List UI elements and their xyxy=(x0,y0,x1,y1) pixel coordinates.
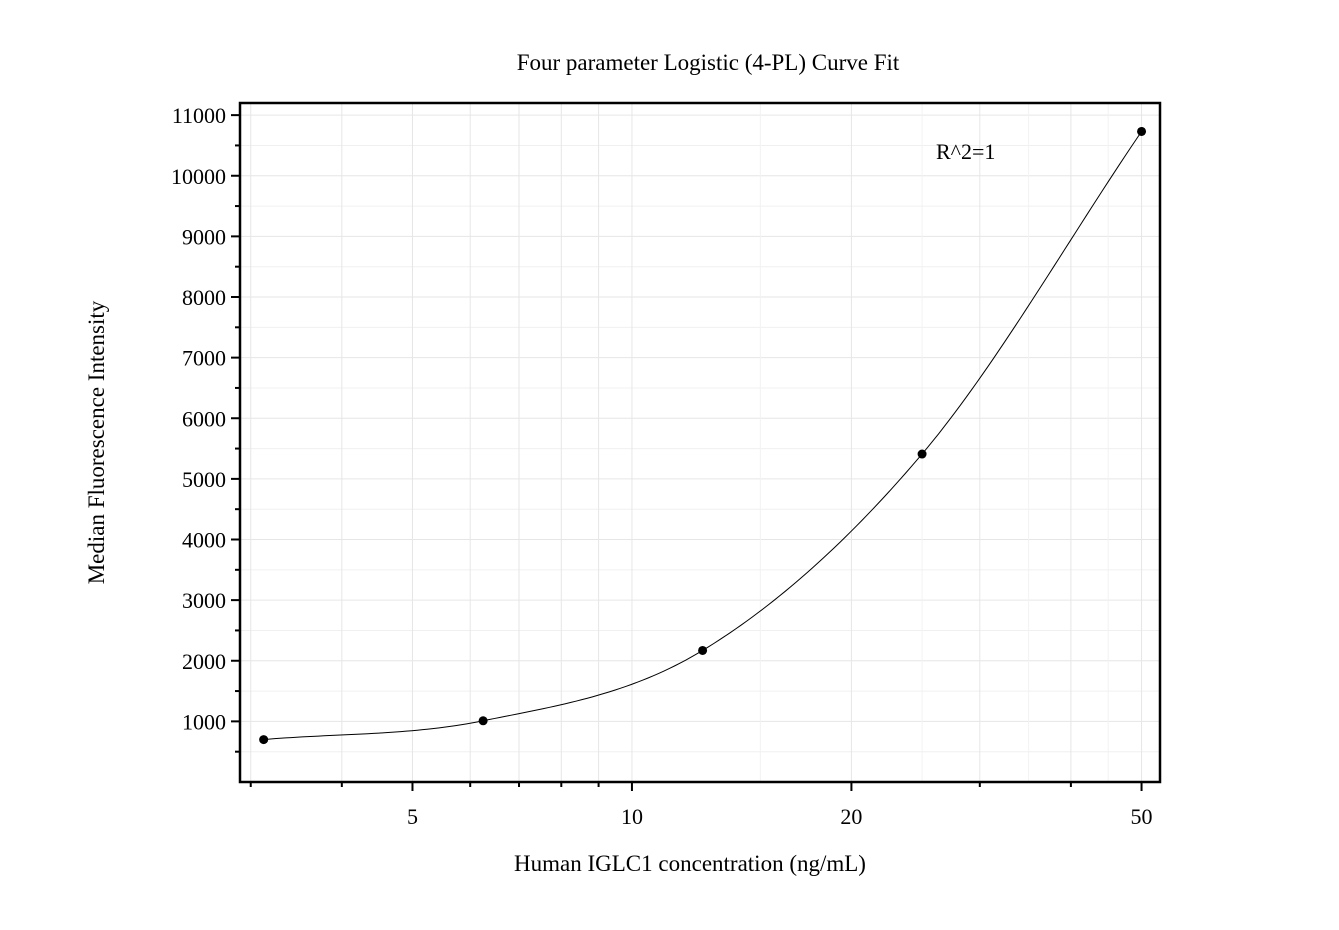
data-point xyxy=(917,449,927,459)
chart-title: Four parameter Logistic (4-PL) Curve Fit xyxy=(517,50,900,75)
y-tick-label: 8000 xyxy=(182,285,226,310)
grid xyxy=(240,103,1160,782)
y-tick-label: 1000 xyxy=(182,709,226,734)
data-point xyxy=(259,735,269,745)
x-tick-label: 10 xyxy=(621,804,643,829)
data-point xyxy=(478,716,488,726)
x-tick-label: 50 xyxy=(1131,804,1153,829)
x-tick-label: 20 xyxy=(840,804,862,829)
axis-ticks xyxy=(231,114,1143,791)
y-tick-label: 10000 xyxy=(171,164,226,189)
y-tick-label: 7000 xyxy=(182,346,226,371)
y-tick-label: 4000 xyxy=(182,528,226,553)
x-tick-label: 5 xyxy=(407,804,418,829)
y-tick-label: 11000 xyxy=(172,103,226,128)
data-point xyxy=(698,645,708,655)
r-squared-annotation: R^2=1 xyxy=(936,139,995,164)
y-axis-label: Median Fluorescence Intensity xyxy=(84,300,109,584)
y-tick-label: 9000 xyxy=(182,224,226,249)
y-tick-label: 6000 xyxy=(182,406,226,431)
data-points xyxy=(259,126,1147,745)
y-tick-label: 2000 xyxy=(182,649,226,674)
x-axis-label: Human IGLC1 concentration (ng/mL) xyxy=(514,851,866,876)
tick-labels: 1000 2000 3000 4000 5000 6000 7000 8000 9000 1000… xyxy=(171,103,1153,829)
y-tick-label: 5000 xyxy=(182,467,226,492)
data-point xyxy=(1137,126,1147,136)
plot-frame xyxy=(238,101,1162,784)
y-tick-label: 3000 xyxy=(182,588,226,613)
